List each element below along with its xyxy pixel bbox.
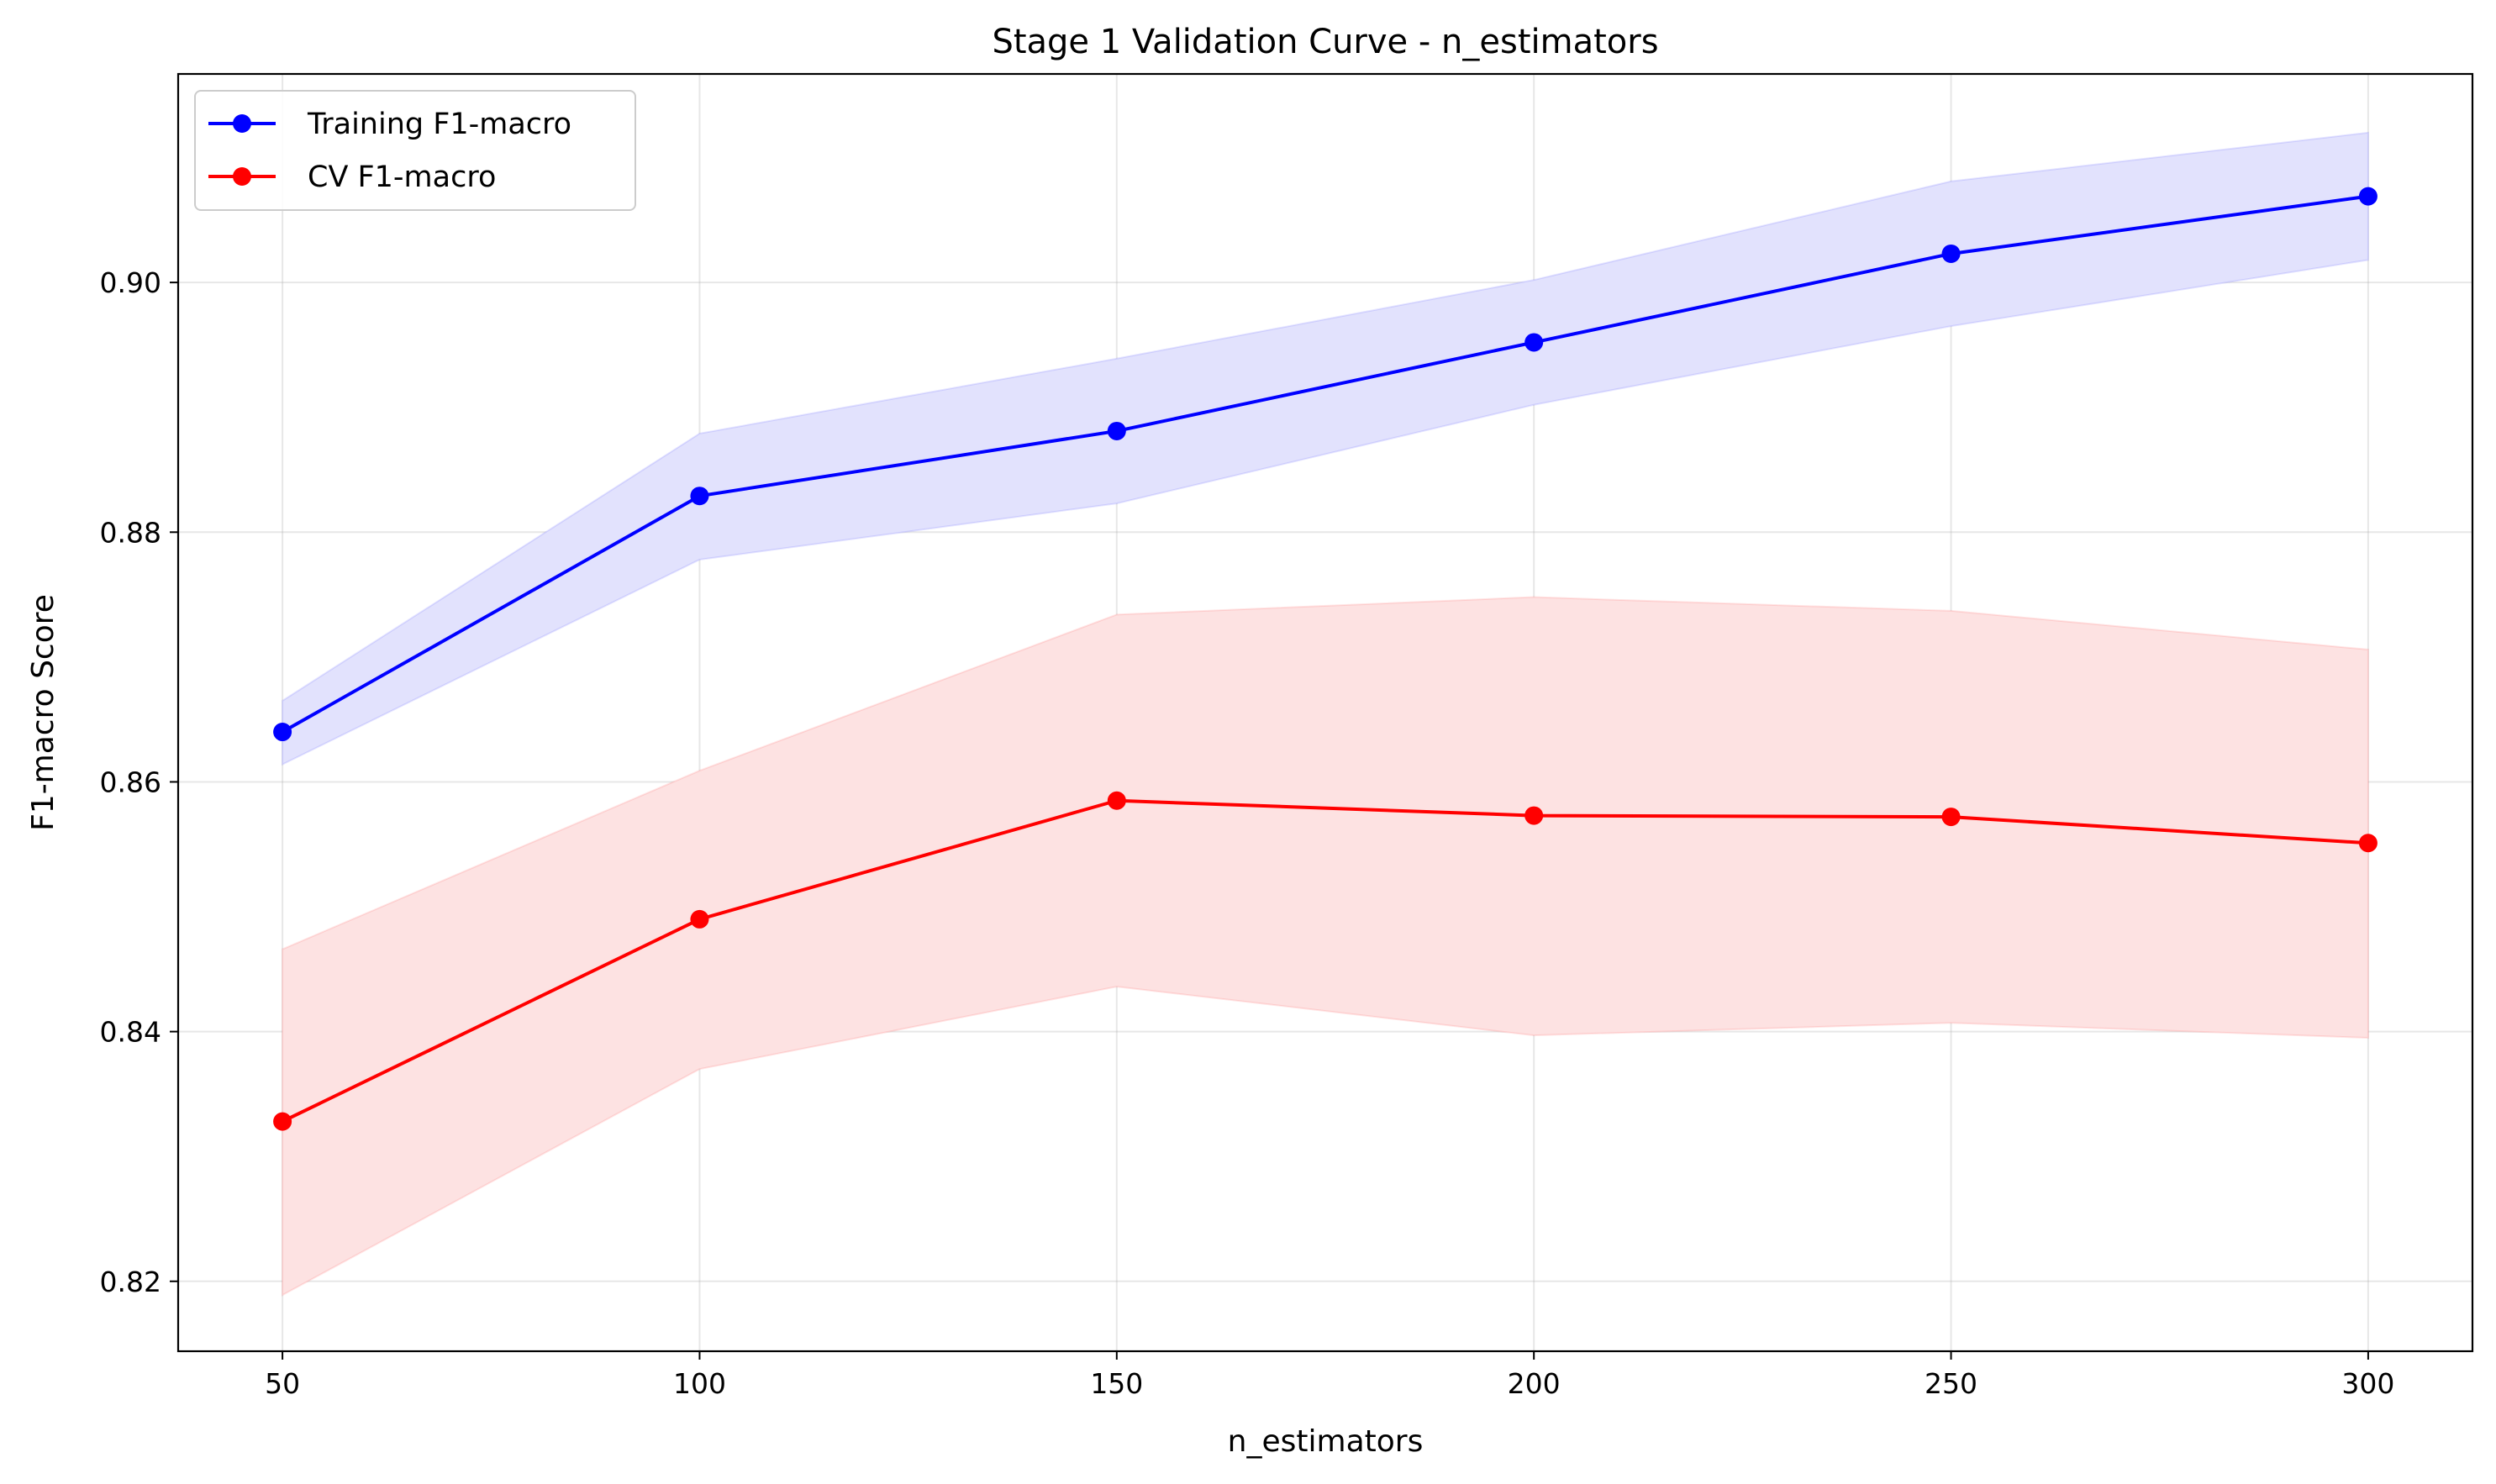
legend-box xyxy=(194,90,636,211)
point-series-1 xyxy=(690,909,709,929)
point-series-1 xyxy=(1524,806,1544,825)
x-tick-label: 200 xyxy=(1508,1367,1561,1400)
point-series-1 xyxy=(273,1112,292,1131)
point-series-0 xyxy=(1524,333,1544,352)
band-series-1 xyxy=(282,596,2369,1297)
confidence-bands xyxy=(282,131,2369,1297)
chart-title: Stage 1 Validation Curve - n_estimators xyxy=(992,23,1658,61)
point-series-0 xyxy=(690,487,709,506)
y-tick-label: 0.82 xyxy=(100,1266,161,1298)
plot-frame xyxy=(176,72,2474,1353)
point-series-0 xyxy=(1941,244,1961,263)
x-axis-label: n_estimators xyxy=(1228,1424,1424,1459)
x-tick-label: 250 xyxy=(1925,1367,1977,1400)
legend-label-training: Training F1-macro xyxy=(307,108,571,141)
point-series-0 xyxy=(1107,421,1126,440)
y-tick-label: 0.88 xyxy=(100,516,161,549)
x-axis-ticks: 50 100 150 200 250 300 xyxy=(265,1351,2394,1400)
point-series-0 xyxy=(273,723,292,742)
y-tick-label: 0.86 xyxy=(100,766,161,798)
x-tick-label: 50 xyxy=(265,1367,300,1400)
y-axis-ticks: 0.82 0.84 0.86 0.88 0.90 xyxy=(100,266,178,1298)
band-series-0 xyxy=(282,131,2369,766)
point-series-1 xyxy=(1107,791,1126,810)
x-tick-label: 100 xyxy=(673,1367,726,1400)
point-series-1 xyxy=(2358,834,2378,853)
y-tick-label: 0.84 xyxy=(100,1016,161,1049)
legend-label-cv: CV F1-macro xyxy=(308,161,496,194)
point-series-1 xyxy=(1941,808,1961,827)
line-series-1 xyxy=(282,798,2369,1124)
y-axis-label: F1-macro Score xyxy=(26,594,61,831)
series-lines xyxy=(282,194,2369,1124)
x-tick-label: 150 xyxy=(1090,1367,1143,1400)
series-markers xyxy=(273,187,2378,1131)
point-series-0 xyxy=(2358,187,2378,206)
x-tick-label: 300 xyxy=(2341,1367,2394,1400)
legend-marker-cv xyxy=(233,167,251,186)
legend: Training F1-macro CV F1-macro xyxy=(194,90,636,211)
line-series-0 xyxy=(282,194,2369,734)
y-tick-label: 0.90 xyxy=(100,266,161,299)
legend-marker-training xyxy=(233,114,251,133)
